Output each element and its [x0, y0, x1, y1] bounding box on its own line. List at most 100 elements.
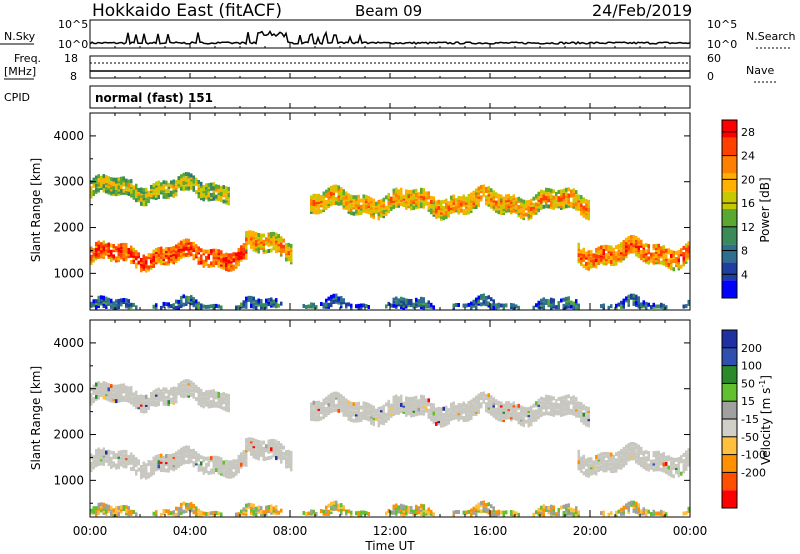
velocity-cell [145, 409, 148, 414]
power-cell [345, 197, 348, 202]
power-cell [470, 194, 473, 199]
power-cell [512, 305, 515, 310]
velocity-cell [135, 469, 138, 474]
velocity-cell [632, 442, 635, 447]
velocity-cell [165, 399, 168, 404]
velocity-cell [130, 454, 133, 459]
velocity-cell [217, 462, 220, 467]
velocity-cell [662, 454, 665, 459]
velocity-cell [535, 403, 538, 408]
power-cell [177, 254, 180, 259]
velocity-cell [270, 504, 273, 509]
velocity-cell [100, 449, 103, 454]
power-cell [667, 264, 670, 269]
power-cell [182, 176, 185, 181]
velocity-cell [602, 462, 605, 467]
power-cell [622, 256, 625, 261]
velocity-cell [557, 512, 560, 517]
power-cell [197, 190, 200, 195]
power-cell [110, 191, 113, 196]
velocity-cell [345, 511, 348, 516]
velocity-cell [90, 463, 93, 468]
velocity-cell [187, 387, 190, 392]
power-cell [262, 247, 265, 252]
power-cell [135, 252, 138, 257]
power-cell [95, 183, 98, 188]
power-cell [487, 188, 490, 193]
power-cell [377, 216, 380, 221]
power-cell [442, 212, 445, 217]
power-cell [665, 250, 668, 255]
power-cell [505, 202, 508, 207]
velocity-cell [540, 505, 543, 510]
power-cell [410, 189, 413, 194]
velocity-cell [257, 444, 260, 449]
power-cell [360, 206, 363, 211]
power-cell [182, 249, 185, 254]
power-cell [527, 216, 530, 221]
velocity-cell [192, 504, 195, 509]
power-cell [140, 199, 143, 204]
velocity-cell [530, 409, 533, 414]
power-cell [652, 246, 655, 251]
velocity-cell [97, 502, 100, 507]
velocity-cell [580, 402, 583, 407]
velocity-cell [490, 510, 493, 515]
velocity-cell [677, 456, 680, 461]
power-cell [217, 197, 220, 202]
power-cell [177, 305, 180, 310]
velocity-cell [347, 412, 350, 417]
power-cell [150, 193, 153, 198]
velocity-cell [105, 396, 108, 401]
velocity-cell [647, 451, 650, 456]
velocity-cell [257, 507, 260, 512]
power-cell [485, 189, 488, 194]
power-cell [175, 258, 178, 263]
power-cell [322, 193, 325, 198]
power-cell [110, 304, 113, 309]
velocity-cell [547, 394, 550, 399]
velocity-cell [187, 445, 190, 450]
ytick-label: 3000 [53, 382, 84, 396]
velocity-cell [582, 420, 585, 425]
power-cell [532, 196, 535, 201]
power-cell [430, 199, 433, 204]
power-cell [247, 240, 250, 245]
power-cell [92, 183, 95, 188]
velocity-cell [450, 417, 453, 422]
velocity-cell [582, 456, 585, 461]
velocity-cell [532, 413, 535, 418]
velocity-cell [430, 415, 433, 420]
power-cell [660, 248, 663, 253]
power-cell [417, 301, 420, 306]
velocity-cell [465, 407, 468, 412]
velocity-cell [212, 395, 215, 400]
power-cell [217, 186, 220, 191]
velocity-cell [225, 472, 228, 477]
power-cell [280, 248, 283, 253]
power-cell [110, 298, 113, 303]
velocity-cell [585, 458, 588, 463]
power-cell [215, 186, 218, 191]
power-cell [587, 252, 590, 257]
power-cell [192, 243, 195, 248]
power-cell [415, 201, 418, 206]
velocity-cell [155, 510, 158, 515]
power-cell [575, 198, 578, 203]
power-cell [207, 195, 210, 200]
power-cell [542, 198, 545, 203]
velocity-cell [270, 438, 273, 443]
velocity-colorbar-tick-label: -50 [741, 431, 759, 444]
velocity-cell [240, 464, 243, 469]
power-cell [117, 256, 120, 261]
power-cell [337, 187, 340, 192]
velocity-cell [120, 460, 123, 465]
power-cell [120, 245, 123, 250]
power-cell [402, 196, 405, 201]
velocity-cell [342, 398, 345, 403]
power-cell [225, 265, 228, 270]
velocity-cell [265, 444, 268, 449]
power-cell [105, 298, 108, 303]
velocity-cell [355, 418, 358, 423]
velocity-cell [550, 508, 553, 513]
